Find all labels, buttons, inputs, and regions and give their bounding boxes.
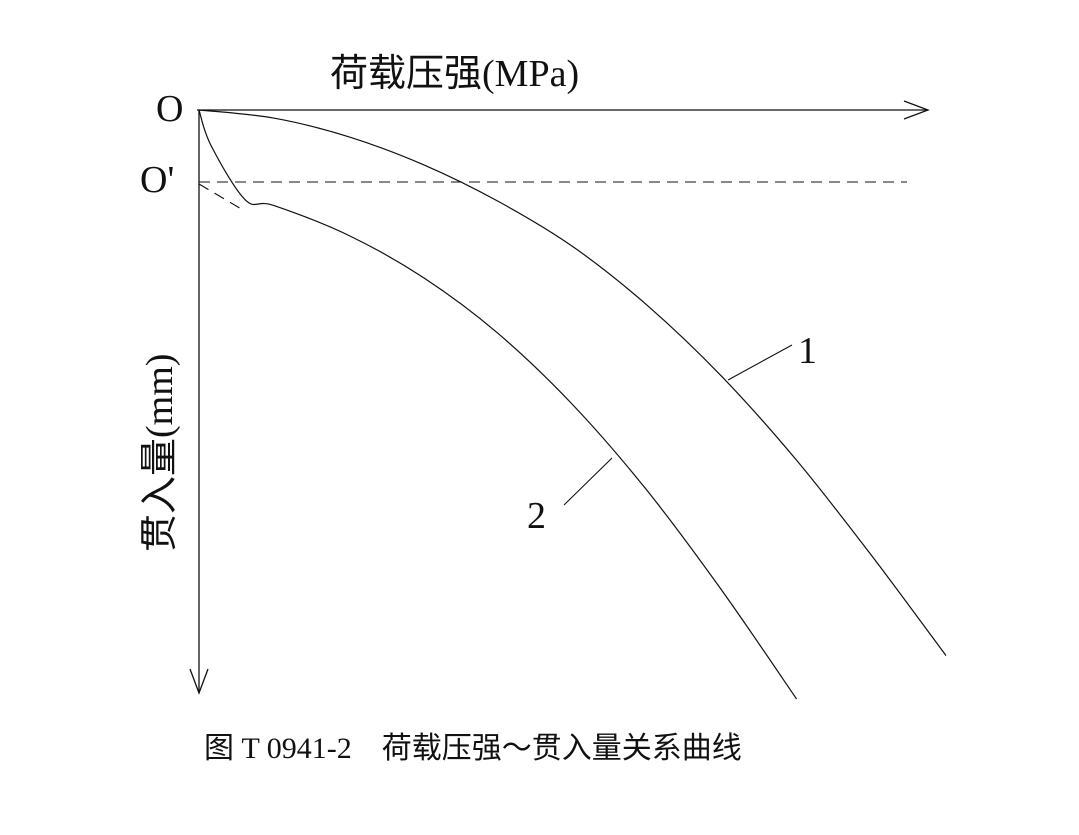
y-axis-arrowhead: [189, 668, 209, 695]
x-axis-arrowhead: [903, 100, 930, 120]
x-axis-label: 荷载压强(MPa): [330, 53, 579, 95]
corrected-origin-label: O': [140, 159, 174, 201]
origin-label: O: [156, 88, 183, 130]
figure-caption: 图 T 0941-2 荷载压强～贯入量关系曲线: [204, 732, 742, 765]
series-1-leader: [727, 344, 793, 381]
series-layer: [198, 109, 947, 700]
series-line-1: [198, 109, 947, 656]
series-2-leader: [563, 457, 613, 506]
series-2-annotation: 2: [527, 495, 546, 537]
series-1-annotation: 1: [798, 330, 817, 372]
series-line-2: [198, 109, 798, 700]
tangent-extension-line: [198, 183, 244, 211]
y-axis-label: 贯入量(mm): [139, 354, 181, 552]
